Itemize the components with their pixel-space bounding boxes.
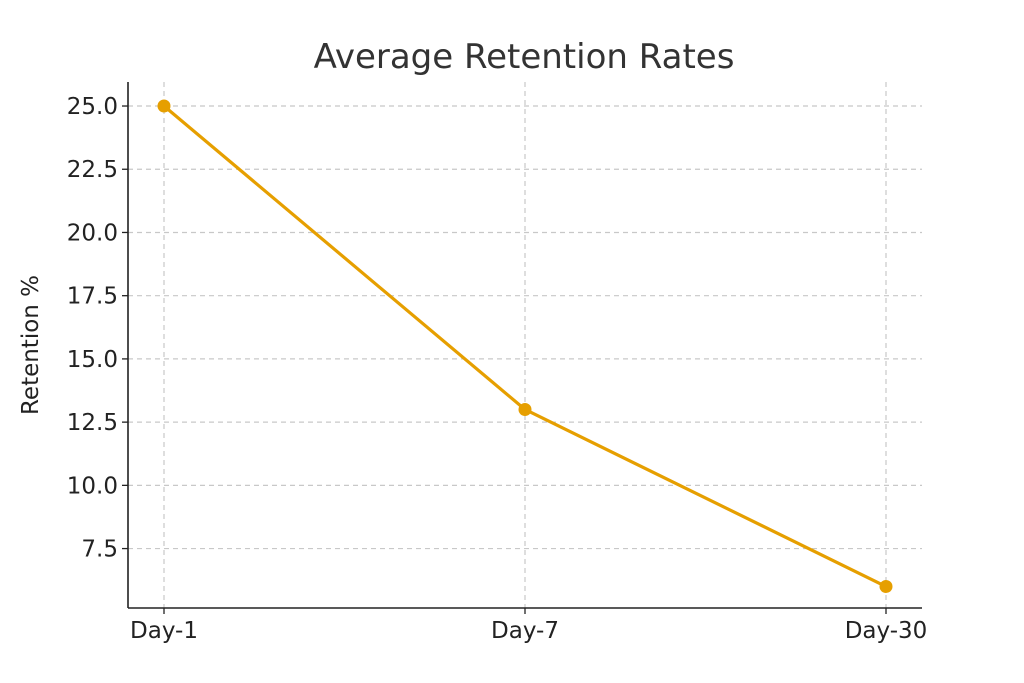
chart-title: Average Retention Rates [314, 37, 735, 77]
data-point [879, 580, 893, 594]
y-tick-label: 10.0 [67, 473, 118, 499]
y-tick-label: 22.5 [67, 157, 118, 183]
series [157, 99, 893, 594]
y-tick-label: 20.0 [67, 220, 118, 246]
data-point [518, 402, 532, 416]
y-tick-label: 25.0 [67, 94, 118, 120]
y-tick-label: 17.5 [67, 284, 118, 310]
x-tick-label: Day-7 [491, 618, 559, 644]
grid [128, 82, 922, 608]
ticks: 7.5 10.0 12.5 15.0 17.5 20.0 22.5 25.0 Day-1 Day-… [67, 94, 928, 644]
x-tick-label: Day-30 [845, 618, 928, 644]
y-tick-label: 7.5 [81, 537, 118, 563]
data-point [157, 99, 171, 113]
y-tick-label: 15.0 [67, 347, 118, 373]
x-tick-label: Day-1 [130, 618, 198, 644]
y-axis-label: Retention % [18, 275, 44, 415]
y-tick-label: 12.5 [67, 410, 118, 436]
